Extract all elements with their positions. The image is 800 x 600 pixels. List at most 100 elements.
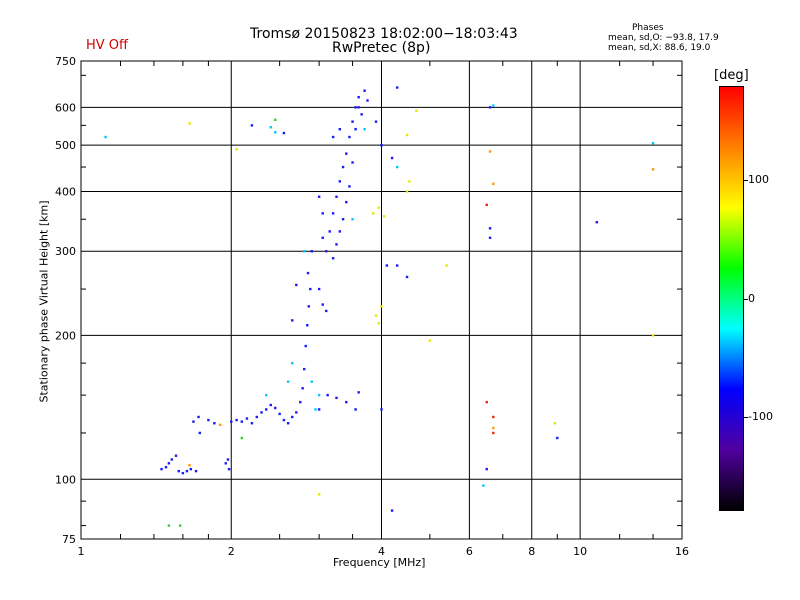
data-point xyxy=(351,120,354,123)
phase-o-stats: mean, sd,O: −93.8, 17.9 xyxy=(608,33,719,43)
data-point xyxy=(485,400,488,404)
data-point xyxy=(317,195,321,198)
data-point xyxy=(445,264,448,267)
data-point xyxy=(188,464,191,467)
data-point xyxy=(245,417,249,420)
data-point xyxy=(167,462,171,465)
data-point xyxy=(170,458,173,461)
data-point xyxy=(492,182,495,186)
x-axis-label: Frequency [MHz] xyxy=(333,556,426,569)
data-point xyxy=(224,462,227,465)
data-point xyxy=(192,420,195,423)
data-point xyxy=(395,86,399,89)
y-tick-label: 200 xyxy=(55,329,76,342)
hv-status-label: HV Off xyxy=(86,38,128,53)
data-point xyxy=(250,422,254,425)
data-point xyxy=(405,133,409,137)
data-point xyxy=(240,436,244,440)
data-point xyxy=(488,150,492,153)
data-point xyxy=(274,131,277,134)
data-point xyxy=(317,393,321,397)
phases-title: Phases xyxy=(632,23,664,33)
data-point xyxy=(240,420,244,423)
data-point xyxy=(331,135,335,139)
data-point xyxy=(325,250,328,253)
data-point xyxy=(310,380,313,383)
y-tick-label: 400 xyxy=(55,185,76,198)
data-point xyxy=(177,469,180,473)
data-point xyxy=(345,400,348,404)
data-point xyxy=(354,127,357,131)
data-point xyxy=(321,303,324,306)
phase-x-stats: mean, sd,X: 88.6, 19.0 xyxy=(608,43,711,53)
data-point xyxy=(321,212,324,215)
data-point xyxy=(351,161,354,164)
data-point xyxy=(380,143,383,147)
data-point xyxy=(335,195,338,198)
data-point xyxy=(230,420,233,423)
x-tick-label: 10 xyxy=(573,545,587,558)
data-point xyxy=(385,264,389,267)
data-point xyxy=(260,411,263,414)
data-point xyxy=(286,380,290,383)
data-point xyxy=(194,469,198,473)
y-tick-label: 600 xyxy=(55,101,76,114)
data-point xyxy=(306,324,309,327)
colorbar-tick xyxy=(744,416,748,418)
data-point xyxy=(317,493,321,496)
data-point xyxy=(104,135,107,139)
data-point xyxy=(188,122,191,125)
data-point xyxy=(553,422,557,425)
data-point xyxy=(304,344,307,348)
data-point xyxy=(482,484,485,487)
data-point xyxy=(255,415,258,419)
data-point xyxy=(307,305,310,308)
data-point xyxy=(306,271,310,275)
data-point xyxy=(309,287,312,291)
data-point xyxy=(348,135,351,139)
data-points xyxy=(104,86,655,527)
data-point xyxy=(357,106,360,109)
data-point xyxy=(372,212,375,215)
y-tick-label: 100 xyxy=(55,473,76,486)
data-point xyxy=(405,275,409,279)
data-point xyxy=(265,408,268,411)
data-point xyxy=(181,471,185,475)
data-point xyxy=(390,156,394,160)
data-point xyxy=(363,89,366,92)
data-point xyxy=(335,243,338,246)
colorbar-tick-label: 100 xyxy=(748,173,769,187)
data-point xyxy=(160,467,163,471)
phase-colorbar xyxy=(719,86,744,511)
data-point xyxy=(227,467,231,471)
data-point xyxy=(325,309,328,313)
y-tick-label: 750 xyxy=(55,55,76,68)
data-point xyxy=(345,200,348,204)
data-point xyxy=(167,524,171,527)
data-point xyxy=(341,165,345,169)
data-point xyxy=(651,141,655,145)
data-point xyxy=(299,400,302,404)
data-point xyxy=(556,436,559,440)
data-point xyxy=(278,412,281,416)
data-point xyxy=(485,203,488,207)
data-point xyxy=(295,411,298,414)
data-point xyxy=(331,212,335,215)
data-point xyxy=(282,418,286,422)
data-point xyxy=(338,230,342,233)
y-tick-label: 500 xyxy=(55,139,76,152)
data-point xyxy=(395,264,399,267)
data-point xyxy=(269,403,272,407)
data-point xyxy=(235,418,238,422)
data-point xyxy=(351,218,354,221)
data-point xyxy=(338,127,342,131)
data-point xyxy=(213,422,216,425)
data-point xyxy=(226,458,230,461)
data-point xyxy=(377,206,380,209)
data-point xyxy=(291,361,294,365)
data-point xyxy=(357,391,360,394)
data-point xyxy=(595,221,599,224)
colorbar-tick-label: 0 xyxy=(748,291,755,305)
data-point xyxy=(345,152,348,155)
colorbar-tick xyxy=(744,298,748,300)
